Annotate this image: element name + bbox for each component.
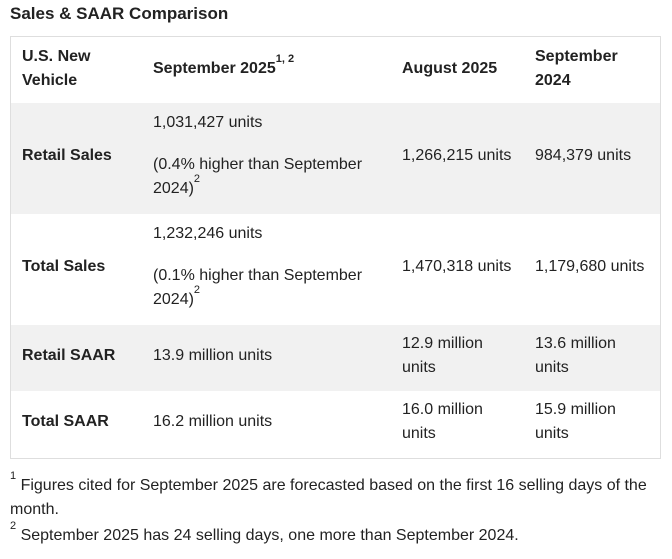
table-row: Retail SAAR 13.9 million units 12.9 mill… [11,325,660,391]
footnote-2-mark: 2 [10,520,17,532]
august-2025-value: 1,266,215 units [402,147,512,164]
august-2025-value: 1,470,318 units [402,258,512,275]
footnote-1-mark: 1 [10,470,17,482]
header-september-2024: September 2024 [535,48,618,89]
table-header-row: U.S. New Vehicle September 20251, 2 Augu… [11,37,660,103]
header-us-new-vehicle: U.S. New Vehicle [22,48,91,89]
september-2025-note-text: (0.4% higher than September 2024) [153,156,363,197]
header-august-2025: August 2025 [402,60,498,77]
footnote-1: 1 Figures cited for September 2025 are f… [10,470,660,522]
row-label: Retail Sales [22,147,112,164]
row-label: Total SAAR [22,413,109,430]
september-2024-value: 15.9 million units [535,401,616,442]
september-2025-value: 13.9 million units [153,347,273,364]
comparison-table: U.S. New Vehicle September 20251, 2 Augu… [10,36,661,459]
august-2025-value: 12.9 million units [402,335,483,376]
note-footnote-mark: 2 [193,284,201,296]
september-2024-value: 984,379 units [535,147,632,164]
footnote-2-text: September 2025 has 24 selling days, one … [20,527,519,544]
table-row: Total SAAR 16.2 million units 16.0 milli… [11,391,660,458]
header-september-2025: September 20251, 2 [153,53,393,81]
page-title: Sales & SAAR Comparison [10,4,229,23]
september-2025-value: 1,031,427 units [153,114,263,131]
header-footnote-mark: 1, 2 [275,53,295,65]
footnote-2: 2 September 2025 has 24 selling days, on… [10,520,660,548]
row-label: Retail SAAR [22,347,116,364]
table-row: Retail Sales 1,031,427 units (0.4% highe… [11,103,660,214]
note-footnote-mark: 2 [193,173,201,185]
september-2025-value: 1,232,246 units [153,225,263,242]
footnote-1-text: Figures cited for September 2025 are for… [10,477,647,518]
august-2025-value: 16.0 million units [402,401,483,442]
september-2025-note: (0.1% higher than September 2024)2 [153,264,393,312]
september-2024-value: 1,179,680 units [535,258,645,275]
table-row: Total Sales 1,232,246 units (0.1% higher… [11,214,660,325]
header-september-2025-label: September 2025 [153,60,276,77]
row-label: Total Sales [22,258,106,275]
september-2025-note-text: (0.1% higher than September 2024) [153,267,363,308]
september-2024-value: 13.6 million units [535,335,616,376]
september-2025-value: 16.2 million units [153,413,273,430]
september-2025-note: (0.4% higher than September 2024)2 [153,153,393,201]
